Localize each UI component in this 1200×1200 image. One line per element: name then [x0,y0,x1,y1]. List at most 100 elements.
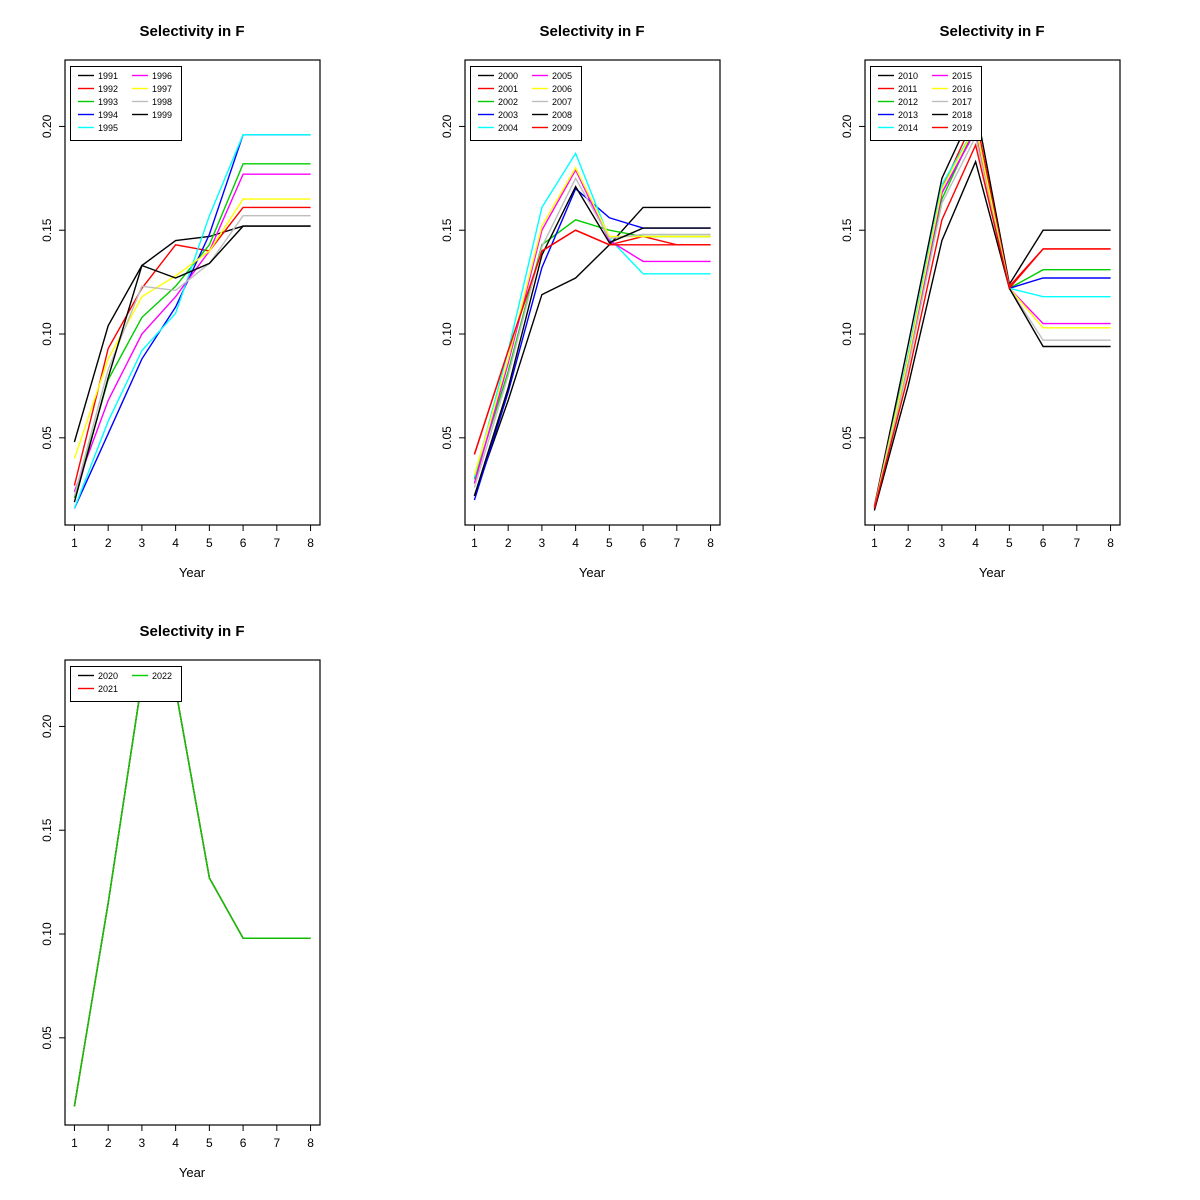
legend-label: 2005 [552,71,572,81]
legend-label: 2002 [498,97,518,107]
x-tick-label: 3 [939,536,946,550]
series-line-2005 [473,168,711,484]
x-tick-label: 5 [206,536,213,550]
legend-label: 2022 [152,671,172,681]
x-tick-label: 7 [273,536,280,550]
series-line-2012 [873,124,1111,509]
legend-label: 2004 [498,123,518,133]
series-line-2022 [73,679,311,1107]
series-line-1999 [73,225,311,503]
panel-selectivity-2000-2009: Selectivity in F 1 2 3 4 5 6 7 8 0.05 0.10 0.15 0.2… [400,0,800,600]
series-line-2015 [873,128,1111,509]
legend-label: 1997 [152,84,172,94]
x-tick-label: 7 [1073,536,1080,550]
series-line-2011 [873,113,1111,507]
x-tick-label: 4 [572,536,579,550]
legend-label: 1991 [98,71,118,81]
x-tick-label: 8 [1107,536,1114,550]
series-line-2002 [473,219,711,480]
x-tick-label: 1 [71,1136,78,1150]
x-tick-label: 8 [307,536,314,550]
chart-canvas-2: Selectivity in F 1 2 3 4 5 6 7 8 0.05 0.10 0.15 0.2… [440,23,721,580]
x-tick-label: 4 [972,536,979,550]
legend-label: 2015 [952,71,972,81]
series-line-2016 [873,124,1111,509]
series-line-1992 [73,206,311,486]
x-tick-label: 7 [273,1136,280,1150]
plot-box [464,59,721,526]
chart-canvas-3: Selectivity in F 1 2 3 4 5 6 7 8 0.05 0.10 0.15 0.2… [840,23,1121,580]
plot-box [64,59,321,526]
legend-label: 2013 [898,110,918,120]
legend-label: 2014 [898,123,918,133]
y-tick-label: 0.05 [440,426,454,450]
x-tick-label: 8 [707,536,714,550]
y-tick-label: 0.15 [440,218,454,242]
y-tick-label: 0.20 [840,114,854,138]
legend-label: 1992 [98,84,118,94]
legend-label: 2011 [898,84,917,94]
series-line-2019 [873,142,1111,509]
x-axis-label: Year [979,565,1006,580]
series-line-1996 [73,173,311,493]
legend-label: 1998 [152,97,172,107]
series-line-2008 [473,185,711,497]
legend-label: 2006 [552,84,572,94]
x-tick-label: 6 [240,536,247,550]
series-line-2000 [473,206,711,497]
legend-box [70,666,182,702]
y-tick-label: 0.10 [40,922,54,946]
x-tick-label: 3 [139,536,146,550]
chart-canvas-4: Selectivity in F 1 2 3 4 5 6 7 8 0.05 0.10 0.15 0.2… [40,623,321,1180]
legend-label: 2000 [498,71,518,81]
legend-label: 2017 [952,97,972,107]
x-tick-label: 6 [640,536,647,550]
x-tick-label: 7 [673,536,680,550]
series-line-1997 [73,198,311,459]
y-tick-label: 0.10 [40,322,54,346]
x-tick-label: 2 [505,536,512,550]
series-line-2009 [473,229,711,455]
y-tick-label: 0.05 [40,426,54,450]
y-tick-label: 0.10 [440,322,454,346]
legend-label: 2003 [498,110,518,120]
x-tick-label: 3 [539,536,546,550]
legend-label: 2019 [952,123,972,133]
chart-canvas-1: Selectivity in F 1 2 3 4 5 6 7 8 0.05 0.10 0.15 0.2… [40,23,321,580]
x-tick-label: 2 [105,1136,112,1150]
x-tick-label: 5 [206,1136,213,1150]
y-tick-label: 0.20 [440,114,454,138]
chart-title: Selectivity in F [939,23,1044,40]
y-tick-label: 0.15 [40,218,54,242]
y-tick-label: 0.15 [40,818,54,842]
series-line-2013 [873,128,1111,509]
legend-label: 2018 [952,110,972,120]
x-tick-label: 8 [307,1136,314,1150]
plot-area: 1 2 3 4 5 6 7 8 0.05 0.10 0.15 0.20 2000 2001 2002 2003… [440,59,721,550]
x-axis-label: Year [579,565,606,580]
x-tick-label: 5 [606,536,613,550]
series-line-2017 [873,134,1111,509]
y-tick-label: 0.05 [40,1026,54,1050]
x-tick-label: 1 [871,536,878,550]
panel-selectivity-2020-2022: Selectivity in F 1 2 3 4 5 6 7 8 0.05 0.10 0.15 0.2… [0,600,400,1200]
y-tick-label: 0.10 [840,322,854,346]
legend-label: 2021 [98,684,118,694]
x-tick-label: 2 [905,536,912,550]
legend-label: 1999 [152,110,172,120]
chart-title: Selectivity in F [139,23,244,40]
series-line-1998 [73,214,311,497]
series-line-2006 [473,166,711,476]
chart-title: Selectivity in F [539,23,644,40]
series-line-2004 [473,151,711,478]
plot-box [864,59,1121,526]
x-tick-label: 4 [172,536,179,550]
series-line-2018 [873,159,1111,511]
x-tick-label: 4 [172,1136,179,1150]
legend-label: 1996 [152,71,172,81]
series-line-1991 [73,225,311,443]
panel-selectivity-1991-1999: Selectivity in F 1 2 3 4 5 6 7 8 0.05 0.10 0.15 0.2… [0,0,400,600]
x-tick-label: 1 [471,536,478,550]
x-tick-label: 5 [1006,536,1013,550]
